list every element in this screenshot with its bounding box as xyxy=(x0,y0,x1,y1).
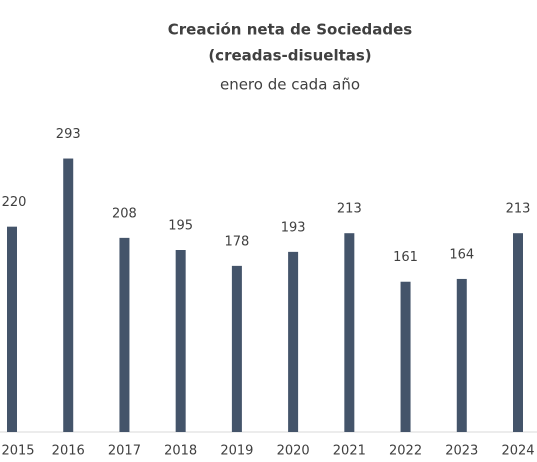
value-label: 161 xyxy=(393,250,418,265)
value-label: 293 xyxy=(56,127,81,142)
bar xyxy=(63,158,74,433)
chart-subtitle: enero de cada año xyxy=(220,76,360,94)
chart-title: Creación neta de Sociedades xyxy=(168,21,413,39)
bar xyxy=(344,233,355,432)
value-label: 164 xyxy=(449,247,474,262)
bar xyxy=(513,233,523,432)
x-tick-label: 2016 xyxy=(52,444,85,459)
value-label: 208 xyxy=(112,206,137,221)
value-label: 220 xyxy=(2,195,27,210)
x-tick-label: 2019 xyxy=(220,444,253,459)
bar xyxy=(231,265,242,432)
x-tick-label: 2018 xyxy=(164,444,197,459)
value-label: 178 xyxy=(224,234,249,249)
value-label: 195 xyxy=(168,219,193,234)
x-tick-label: 2017 xyxy=(108,444,141,459)
value-label: 193 xyxy=(281,220,306,235)
x-tick-label: 2022 xyxy=(389,444,422,459)
x-tick-label: 2023 xyxy=(445,444,478,459)
bar xyxy=(400,281,411,432)
x-tick-label: 2021 xyxy=(333,444,366,459)
x-tick-label: 2015 xyxy=(1,444,34,459)
value-label: 213 xyxy=(506,202,531,217)
value-label: 213 xyxy=(337,202,362,217)
x-tick-label: 2024 xyxy=(501,444,534,459)
chart-title: (creadas-disueltas) xyxy=(208,47,371,65)
bar xyxy=(119,237,130,432)
bar xyxy=(288,251,299,432)
bar xyxy=(456,278,467,432)
x-tick-label: 2020 xyxy=(277,444,310,459)
bar xyxy=(7,226,17,432)
bar xyxy=(175,250,186,432)
